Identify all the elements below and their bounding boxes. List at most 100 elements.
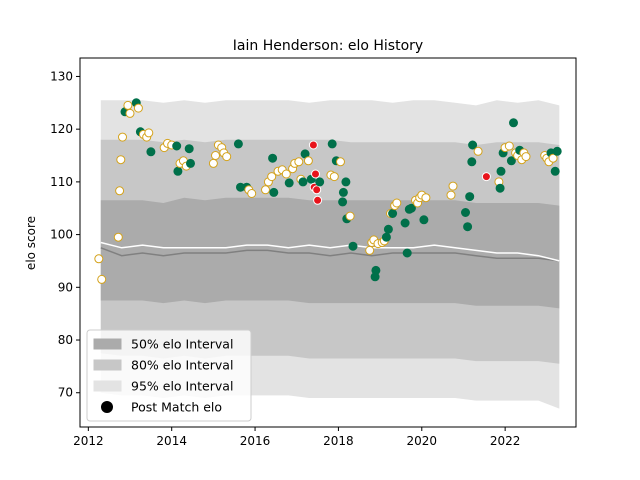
- data-point-loss: [303, 156, 313, 166]
- data-point-win: [298, 177, 308, 187]
- data-point-win: [402, 248, 412, 258]
- data-point-win: [552, 146, 562, 156]
- data-point-loss: [116, 155, 126, 165]
- data-point-loss: [115, 186, 125, 196]
- data-point-win: [341, 177, 351, 187]
- data-point-red: [312, 185, 322, 195]
- data-point-win: [184, 144, 194, 154]
- data-point-loss: [365, 245, 375, 255]
- y-tick-label: 90: [58, 280, 73, 294]
- band-50: [100, 197, 560, 309]
- legend-swatch: [93, 380, 122, 392]
- data-point-win: [495, 183, 505, 193]
- data-point-win: [381, 232, 391, 242]
- data-point-loss: [208, 158, 218, 168]
- data-point-loss: [247, 189, 257, 198]
- data-point-loss: [521, 152, 531, 162]
- data-point-win: [550, 166, 560, 176]
- data-point-loss: [113, 232, 123, 242]
- x-axis: 2012 2014 2016 2018 2020 2022: [73, 427, 520, 448]
- x-tick-label: 2020: [407, 434, 438, 448]
- data-point-loss: [222, 152, 232, 162]
- data-point-red: [481, 172, 491, 182]
- y-tick-label: 110: [50, 175, 73, 189]
- legend: 50% elo Interval 80% elo Interval 95% elo …: [86, 329, 252, 422]
- data-point-win: [173, 166, 183, 176]
- data-point-win: [338, 197, 348, 207]
- data-point-loss: [211, 151, 220, 160]
- data-point-loss: [392, 198, 402, 208]
- data-point-win: [348, 241, 358, 251]
- median-elo-line: [100, 241, 560, 262]
- y-axis-label: elo score: [24, 216, 38, 270]
- data-point-win: [172, 141, 182, 151]
- data-point-win: [463, 222, 473, 232]
- data-point-win: [146, 147, 156, 157]
- legend-swatch: [93, 338, 122, 350]
- data-point-win: [419, 215, 429, 225]
- data-point-red: [313, 195, 323, 205]
- y-tick-label: 80: [58, 333, 73, 347]
- data-point-win: [388, 209, 398, 218]
- data-point-win: [284, 178, 294, 188]
- data-point-win: [338, 187, 348, 197]
- data-point-loss: [94, 254, 104, 264]
- data-point-win: [468, 140, 478, 150]
- data-point-red: [311, 169, 320, 179]
- mean-elo-line: [100, 247, 560, 262]
- y-tick-label: 120: [50, 122, 73, 136]
- legend-label: Post Match elo: [131, 400, 222, 415]
- legend-marker: [101, 401, 113, 413]
- y-axis: 70 80 90 100 110 120 130: [50, 69, 80, 400]
- legend-label: 50% elo Interval: [131, 337, 233, 352]
- data-point-loss: [473, 146, 483, 156]
- legend-swatch: [93, 359, 122, 371]
- post-match-points: [94, 98, 562, 284]
- data-point-loss: [281, 169, 291, 179]
- data-point-win: [371, 265, 381, 275]
- data-point-loss: [294, 157, 304, 167]
- data-point-loss: [329, 172, 339, 182]
- data-point-loss: [125, 108, 135, 118]
- x-tick-label: 2014: [156, 434, 187, 448]
- data-point-loss: [336, 157, 345, 167]
- elo-lines: [100, 241, 560, 262]
- data-point-loss: [446, 190, 456, 200]
- data-point-loss: [118, 132, 127, 142]
- data-point-loss: [504, 141, 514, 151]
- data-point-loss: [345, 211, 355, 221]
- legend-label: 80% elo Interval: [131, 358, 233, 373]
- data-point-loss: [448, 181, 458, 191]
- data-point-win: [406, 203, 416, 213]
- chart-title: Iain Henderson: elo History: [233, 38, 423, 54]
- data-point-loss: [267, 172, 277, 182]
- legend-box: [86, 329, 252, 422]
- x-tick-label: 2022: [490, 434, 521, 448]
- data-point-red: [308, 140, 318, 150]
- data-point-loss: [261, 185, 270, 195]
- data-point-win: [461, 208, 470, 217]
- data-point-loss: [123, 100, 133, 110]
- data-point-loss: [144, 128, 154, 138]
- data-point-win: [233, 139, 243, 149]
- legend-label: 95% elo Interval: [131, 379, 233, 394]
- data-point-win: [315, 177, 325, 187]
- y-tick-label: 70: [58, 386, 73, 400]
- plot-frame: [79, 57, 577, 428]
- data-point-win: [465, 192, 475, 202]
- data-point-loss: [548, 153, 558, 163]
- data-point-win: [509, 118, 518, 128]
- x-tick-label: 2012: [73, 434, 104, 448]
- data-point-win: [383, 224, 393, 234]
- data-point-win: [268, 153, 278, 163]
- data-point-win: [400, 218, 410, 228]
- data-point-win: [506, 156, 516, 166]
- data-point-win: [496, 166, 506, 176]
- y-tick-label: 130: [50, 69, 73, 83]
- data-point-win: [327, 139, 337, 149]
- data-point-win: [269, 187, 279, 197]
- data-point-loss: [133, 103, 143, 113]
- y-tick-label: 100: [50, 228, 73, 242]
- data-point-loss: [421, 193, 431, 203]
